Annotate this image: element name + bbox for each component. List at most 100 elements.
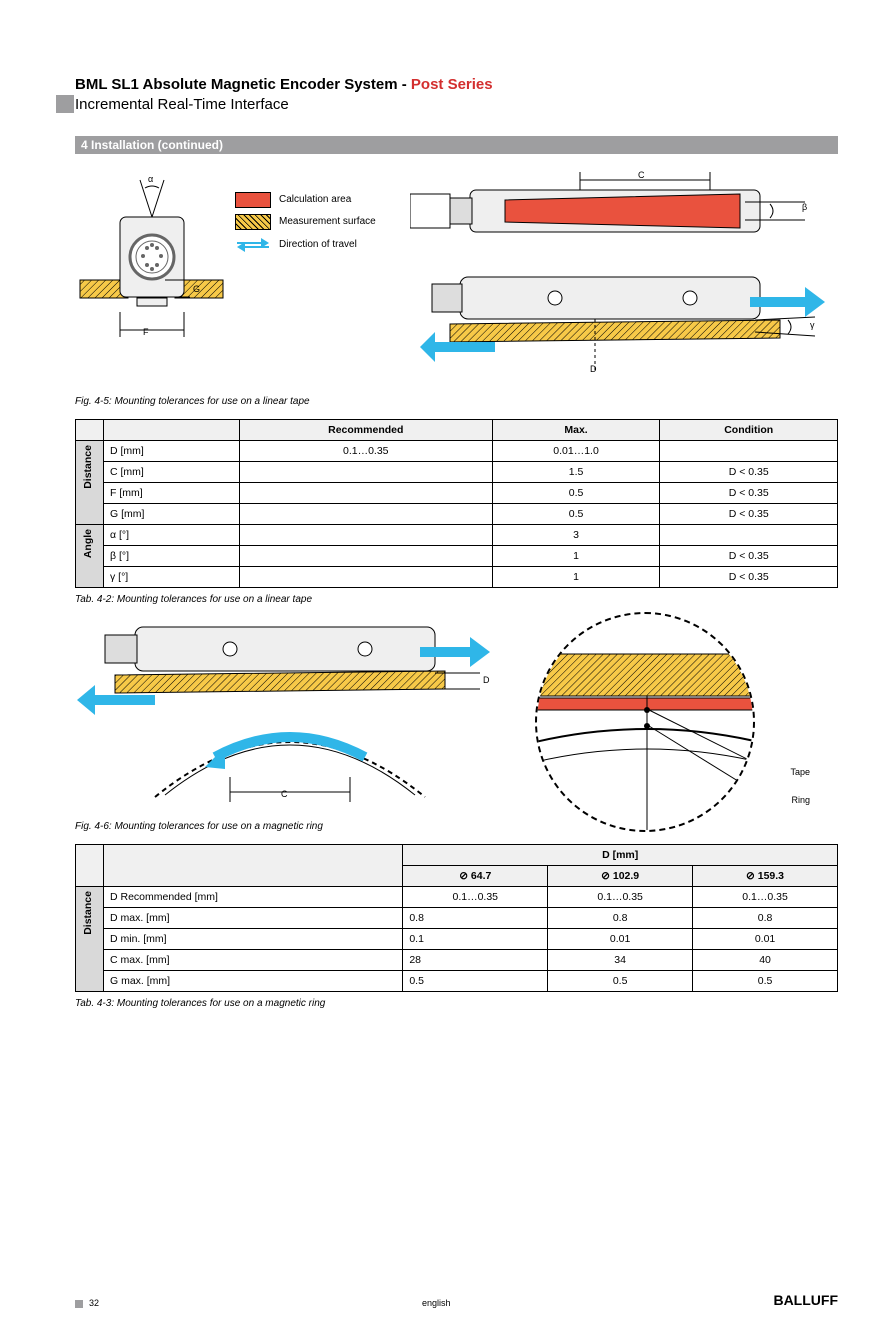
table-row: F [mm] 0.5 D < 0.35 [76, 482, 838, 503]
cell [239, 503, 492, 524]
cell: 0.5 [492, 482, 660, 503]
table-row: Distance D Recommended [mm] 0.1…0.35 0.1… [76, 886, 838, 907]
cell [239, 566, 492, 587]
legend-hatch-swatch [235, 214, 271, 230]
table-row: Recommended Max. Condition [76, 419, 838, 440]
figure-side-views: C β γ D [410, 162, 838, 392]
cell: D [mm] [104, 440, 240, 461]
page-footer: 32 english BALLUFF [75, 1292, 838, 1308]
cell: 1.5 [492, 461, 660, 482]
th [76, 419, 104, 440]
cell: 0.8 [548, 907, 693, 928]
footer-lang: english [422, 1298, 451, 1308]
cell: α [°] [104, 524, 240, 545]
cell: 0.01…1.0 [492, 440, 660, 461]
section-bar-4: 4 Installation (continued) [75, 136, 838, 154]
legend-hatch-label: Measurement surface [279, 216, 376, 227]
th: D [mm] [403, 844, 838, 865]
fig-4-5-caption: Fig. 4-5: Mounting tolerances for use on… [75, 396, 838, 407]
cell [239, 482, 492, 503]
label-F: F [143, 327, 149, 337]
cell [660, 524, 838, 545]
table-row: β [°] 1 D < 0.35 [76, 545, 838, 566]
legend-arrow-label: Direction of travel [279, 239, 357, 250]
label-tape: Tape [790, 767, 810, 777]
cell: 3 [492, 524, 660, 545]
side-view-svg [410, 162, 830, 392]
cell: D < 0.35 [660, 482, 838, 503]
cell: 0.5 [403, 970, 548, 991]
cell: 1 [492, 545, 660, 566]
cell [239, 545, 492, 566]
cell: 0.8 [403, 907, 548, 928]
header-grey-square [56, 95, 74, 113]
cell: Angle [76, 524, 104, 587]
title-line1-a: BML SL1 Absolute Magnetic Encoder System… [75, 76, 411, 93]
cell: β [°] [104, 545, 240, 566]
label-D2: D [483, 675, 490, 685]
figure-ring-detail: Tape Ring [505, 617, 805, 817]
tab-4-3-caption: Tab. 4-3: Mounting tolerances for use on… [75, 998, 838, 1009]
th: ⊘ 64.7 [403, 865, 548, 886]
cell: D < 0.35 [660, 503, 838, 524]
th [104, 844, 403, 886]
cell: D < 0.35 [660, 461, 838, 482]
label-G: G [193, 284, 200, 294]
brand-logo: BALLUFF [773, 1292, 838, 1308]
table-row: C max. [mm] 28 34 40 [76, 949, 838, 970]
cell: 0.01 [548, 928, 693, 949]
cell: D < 0.35 [660, 566, 838, 587]
cell: G max. [mm] [104, 970, 403, 991]
label-beta: β [802, 202, 807, 212]
cell: 0.5 [492, 503, 660, 524]
detail-circle-outline [535, 612, 755, 832]
cell: Distance [76, 440, 104, 524]
fig-4-6-caption: Fig. 4-6: Mounting tolerances for use on… [75, 821, 838, 832]
cell: D max. [mm] [104, 907, 403, 928]
cell: F [mm] [104, 482, 240, 503]
cell: D < 0.35 [660, 545, 838, 566]
legend-meas-surface: Measurement surface [235, 214, 410, 230]
cell: 0.5 [693, 970, 838, 991]
cell: 0.1…0.35 [403, 886, 548, 907]
cell: C max. [mm] [104, 949, 403, 970]
page-number: 32 [89, 1298, 99, 1308]
th: Condition [660, 419, 838, 440]
cell: 34 [548, 949, 693, 970]
legend-red-label: Calculation area [279, 194, 351, 205]
th: ⊘ 102.9 [548, 865, 693, 886]
tab-4-2-caption: Tab. 4-2: Mounting tolerances for use on… [75, 594, 838, 605]
cell: C [mm] [104, 461, 240, 482]
cell: 0.1…0.35 [548, 886, 693, 907]
th [104, 419, 240, 440]
table-row: D max. [mm] 0.8 0.8 0.8 [76, 907, 838, 928]
cell: 0.1 [403, 928, 548, 949]
label-ring: Ring [791, 795, 810, 805]
page-title: BML SL1 Absolute Magnetic Encoder System… [75, 75, 838, 116]
cell [239, 524, 492, 545]
label-D: D [590, 364, 597, 374]
ring-side-svg [75, 617, 505, 807]
cell: G [mm] [104, 503, 240, 524]
th: Max. [492, 419, 660, 440]
table-row: G max. [mm] 0.5 0.5 0.5 [76, 970, 838, 991]
cell: 28 [403, 949, 548, 970]
cell: D min. [mm] [104, 928, 403, 949]
cell: 0.1…0.35 [239, 440, 492, 461]
table-row: γ [°] 1 D < 0.35 [76, 566, 838, 587]
table-4-2: Recommended Max. Condition Distance D [m… [75, 419, 838, 588]
th: ⊘ 159.3 [693, 865, 838, 886]
table-row: G [mm] 0.5 D < 0.35 [76, 503, 838, 524]
th [76, 844, 104, 886]
label-alpha: α [148, 174, 153, 184]
figure-ring-side: D C [75, 617, 505, 807]
legend-red-swatch [235, 192, 271, 208]
label-C: C [638, 170, 645, 180]
cell: 1 [492, 566, 660, 587]
footer-square-icon [75, 1300, 83, 1308]
title-line1-red: Post Series [411, 76, 493, 93]
table-4-3: D [mm] ⊘ 64.7 ⊘ 102.9 ⊘ 159.3 Distance D… [75, 844, 838, 992]
cell: 0.8 [693, 907, 838, 928]
figure-front-view: α F G [75, 162, 235, 342]
table-row: C [mm] 1.5 D < 0.35 [76, 461, 838, 482]
